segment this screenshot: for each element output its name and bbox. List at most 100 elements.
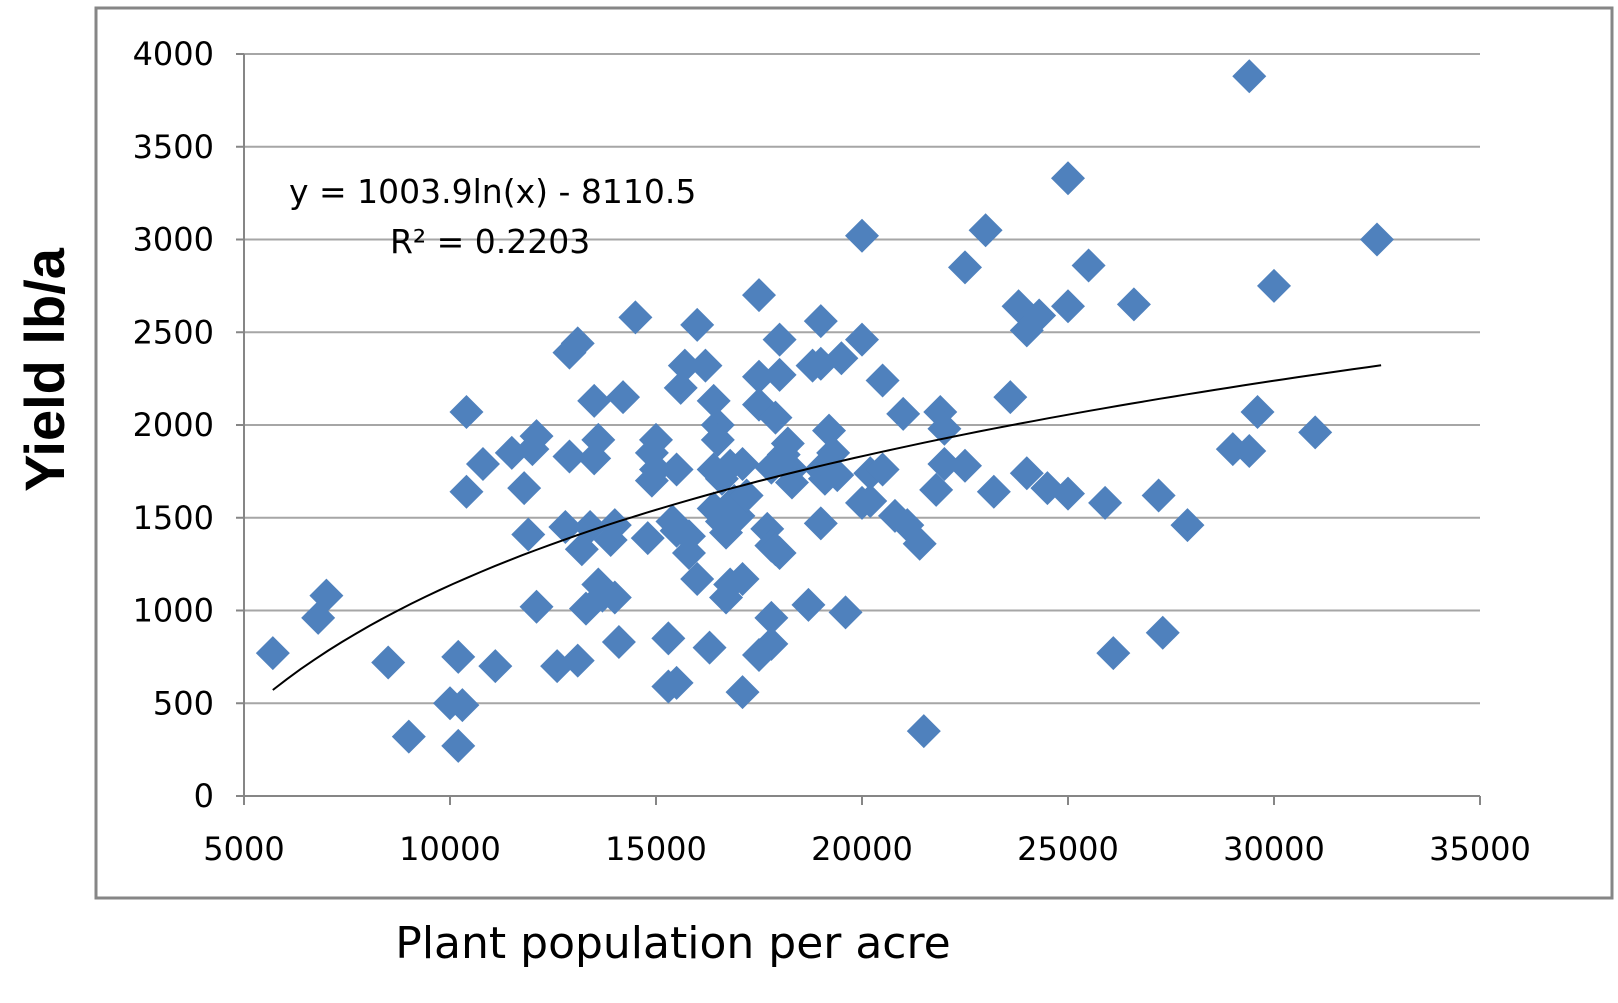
data-point [828, 595, 863, 630]
data-point [478, 649, 513, 684]
y-tick-label: 0 [194, 777, 214, 815]
data-point [606, 380, 641, 415]
data-point [445, 688, 480, 723]
data-point [1051, 476, 1085, 511]
data-point [886, 396, 921, 431]
data-point [630, 521, 665, 556]
data-point [1051, 289, 1085, 324]
data-point [449, 395, 484, 430]
data-point [700, 422, 735, 457]
data-point [663, 370, 698, 405]
trendline [272, 364, 1382, 691]
data-point [597, 580, 632, 615]
tick-labels: 0 500 1000 1500 2000 2500 3000 3500 4000 5000 1000… [133, 35, 1531, 868]
data-point [845, 218, 879, 253]
x-tick-label: 25000 [1017, 830, 1119, 868]
data-point [742, 278, 776, 313]
y-tick-label: 500 [153, 684, 214, 722]
data-point [1001, 289, 1036, 324]
axes [236, 53, 1481, 805]
data-point [824, 341, 859, 376]
data-point [1145, 615, 1180, 650]
data-point [371, 645, 406, 680]
data-point [993, 380, 1028, 415]
data-point [511, 517, 546, 552]
chart-frame [94, 6, 1614, 900]
y-tick-label: 3000 [133, 221, 214, 259]
data-point [465, 446, 500, 481]
data-point [725, 561, 760, 596]
data-point [618, 300, 653, 335]
x-tick-label: 15000 [605, 830, 707, 868]
data-point [725, 446, 760, 481]
data-point [1298, 415, 1333, 450]
y-tick-label: 2000 [133, 406, 214, 444]
data-point [597, 508, 632, 543]
data-point [577, 383, 612, 418]
data-point [948, 250, 982, 285]
y-tick-label: 1500 [133, 499, 214, 537]
data-point [812, 413, 847, 448]
data-point [639, 452, 673, 487]
data-point [441, 728, 476, 763]
data-point [519, 419, 554, 454]
data-point [1141, 478, 1176, 513]
data-point [1170, 508, 1205, 543]
data-point [692, 630, 727, 665]
data-point [976, 474, 1011, 509]
trendline-equation: y = 1003.9ln(x) - 8110.5 [289, 172, 696, 211]
y-axis-title: Yield lb/a [13, 247, 76, 492]
data-point [853, 484, 888, 519]
data-point [659, 665, 694, 700]
data-point [1116, 287, 1151, 322]
data-point [803, 304, 838, 339]
y-tick-label: 3500 [133, 128, 214, 166]
data-point [688, 348, 723, 383]
data-point [659, 452, 694, 487]
data-point [1071, 248, 1106, 283]
x-tick-label: 20000 [811, 830, 913, 868]
data-point [560, 643, 595, 678]
data-point [1257, 268, 1291, 303]
data-point [948, 448, 982, 483]
data-point [1360, 222, 1394, 257]
data-point [927, 446, 962, 481]
y-tick-label: 1000 [133, 592, 214, 630]
data-point [762, 322, 797, 357]
data-point [309, 578, 344, 613]
data-point [552, 439, 587, 474]
data-point [391, 719, 426, 754]
data-point [721, 498, 756, 533]
data-point [820, 458, 855, 493]
x-tick-label: 10000 [399, 830, 501, 868]
data-point [449, 474, 484, 509]
data-point [519, 589, 554, 624]
data-point [1051, 161, 1085, 196]
data-point [754, 626, 789, 661]
data-point [1232, 433, 1267, 468]
y-tick-label: 2500 [133, 313, 214, 351]
data-point [601, 625, 636, 660]
data-point [791, 587, 826, 622]
trendline-r-squared: R² = 0.2203 [390, 222, 590, 261]
data-point [906, 714, 941, 749]
data-point [441, 639, 476, 674]
data-point [507, 471, 542, 506]
data-point [968, 213, 1003, 248]
data-point [667, 348, 702, 383]
data-point [742, 359, 776, 394]
data-point [671, 519, 706, 554]
data-point [902, 526, 937, 561]
data-point [803, 506, 838, 541]
data-point [770, 426, 805, 461]
trendline-group [272, 364, 1382, 691]
data-point [1009, 456, 1044, 491]
data-point [762, 535, 797, 570]
data-point [919, 472, 954, 507]
data-point [865, 452, 900, 487]
data-point [696, 383, 731, 418]
x-axis-title: Plant population per acre [395, 918, 950, 969]
data-point [680, 307, 715, 342]
data-point [651, 621, 686, 656]
